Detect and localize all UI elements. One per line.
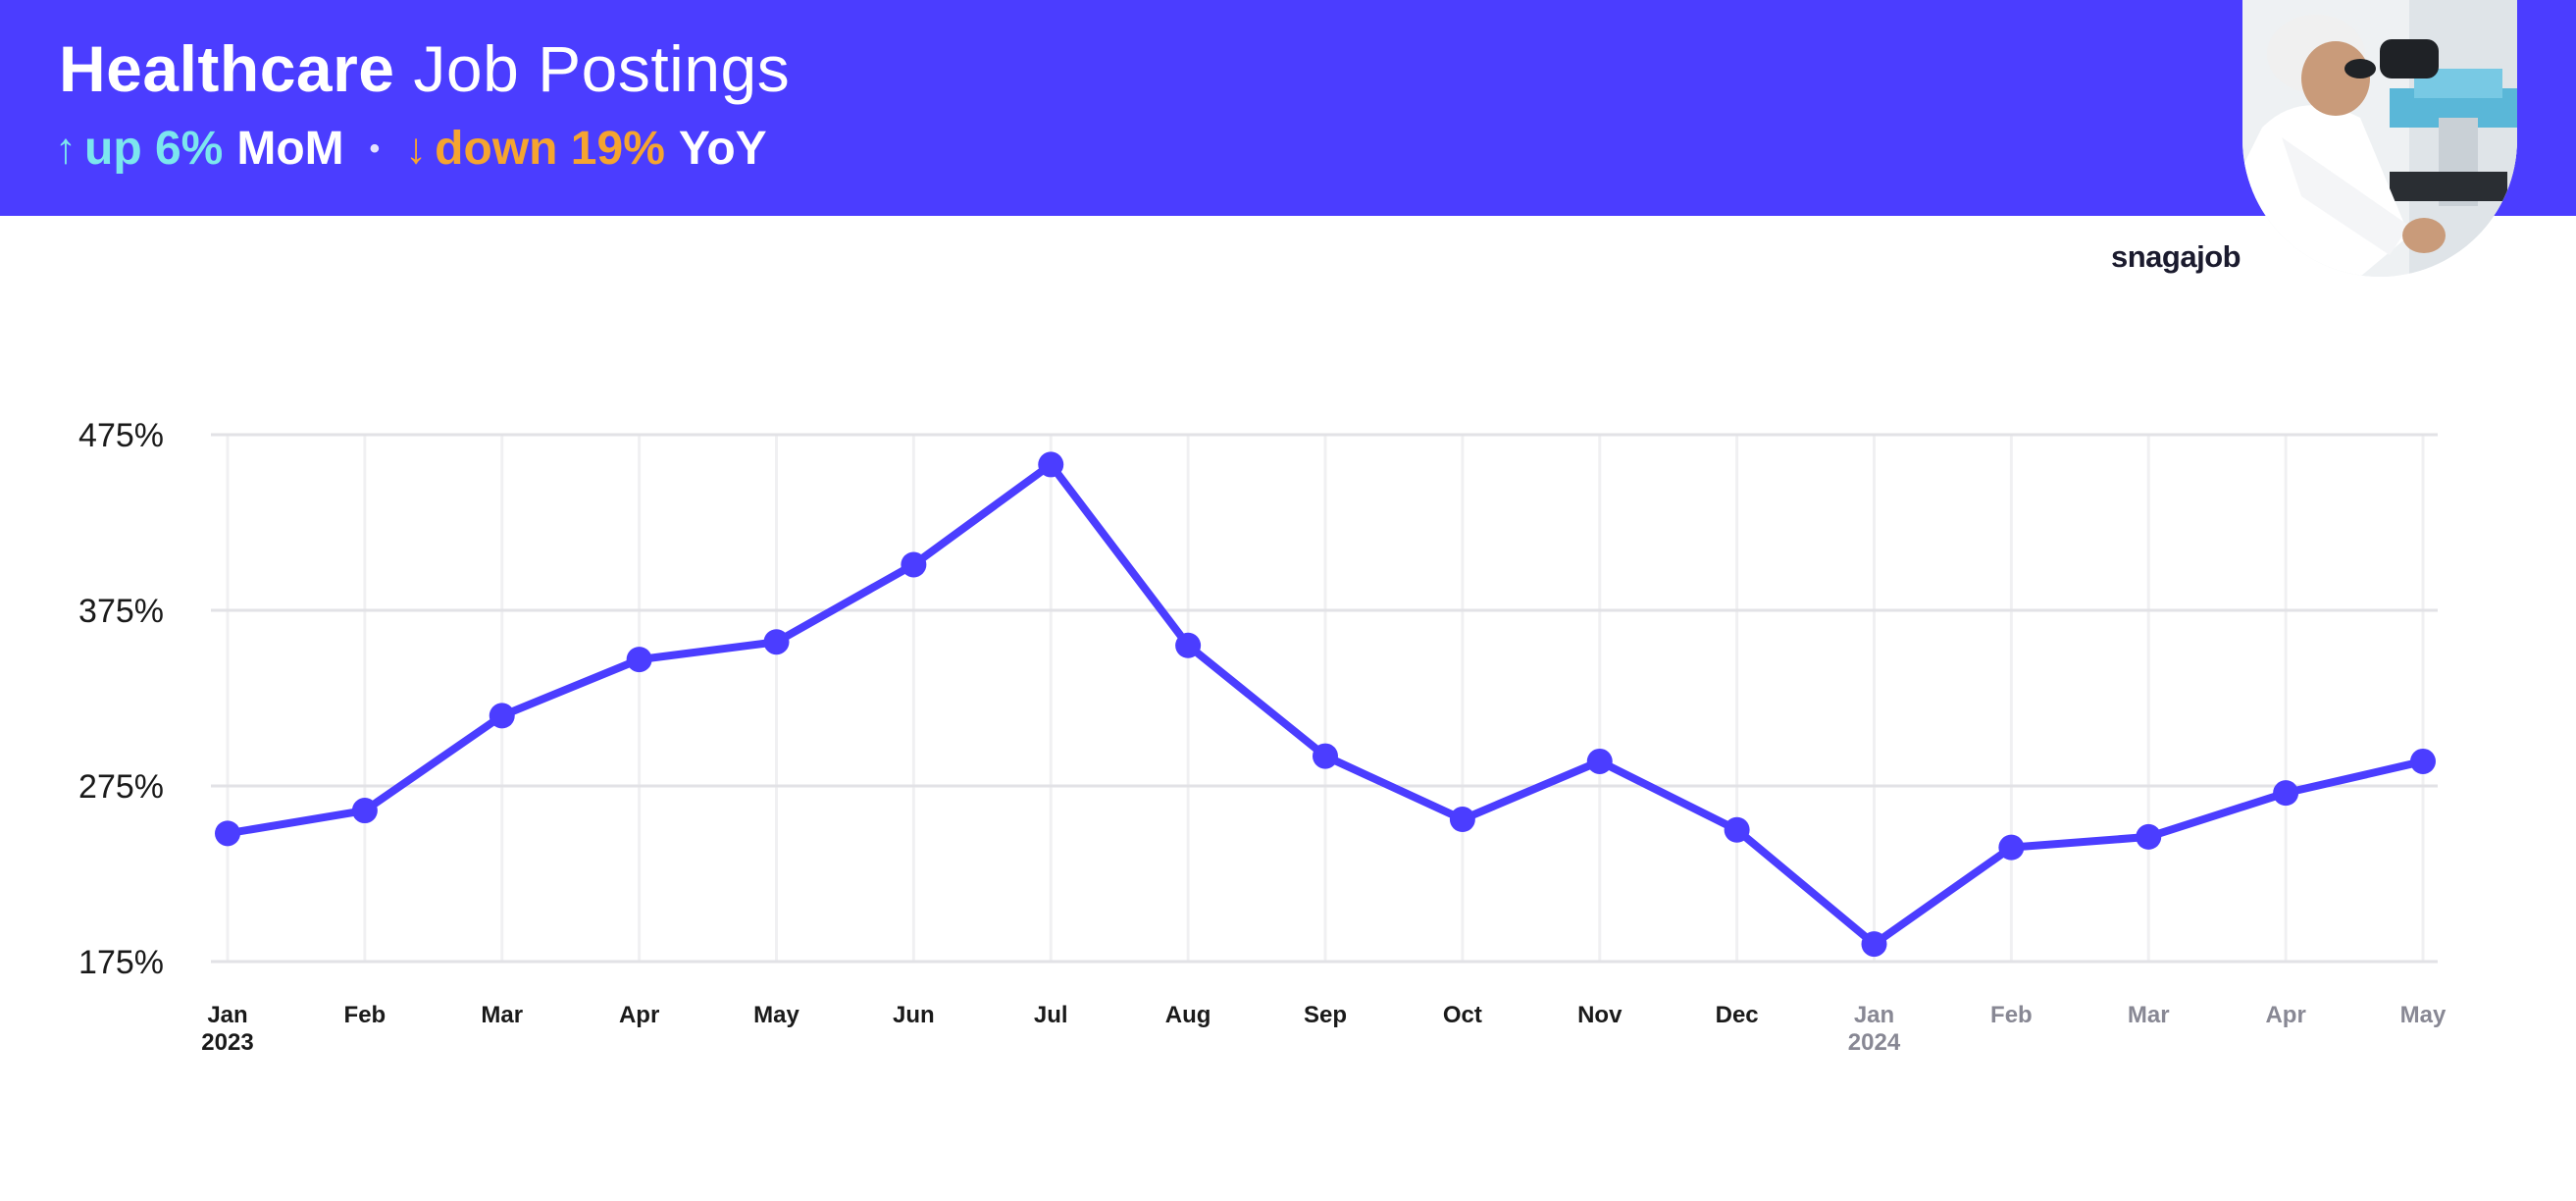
- x-tick-label: Feb: [344, 1002, 386, 1028]
- x-tick-label: Mar: [2128, 1002, 2170, 1028]
- x-tick-year-label: 2023: [201, 1029, 253, 1056]
- data-point: [1038, 451, 1064, 478]
- data-point: [2273, 780, 2299, 807]
- data-point: [2136, 823, 2162, 850]
- yoy-label: YoY: [678, 123, 767, 175]
- x-tick-label: Feb: [1990, 1002, 2033, 1028]
- data-point: [215, 820, 240, 847]
- x-tick-year-label: 2024: [1848, 1029, 1901, 1056]
- x-tick-label: Jul: [1034, 1002, 1068, 1028]
- data-point: [1998, 834, 2025, 861]
- data-point: [901, 551, 927, 578]
- y-tick-label: 375%: [78, 593, 164, 630]
- mom-change: up 6%: [84, 123, 224, 175]
- x-tick-label: Jan: [207, 1002, 247, 1028]
- yoy-change: down 19%: [435, 123, 665, 175]
- title-text: Job Postings: [413, 32, 791, 105]
- x-tick-label: Oct: [1443, 1002, 1482, 1028]
- lab-technician-photo: [2242, 0, 2517, 277]
- y-tick-label: 175%: [78, 944, 164, 981]
- x-tick-label: May: [2400, 1002, 2447, 1028]
- snagajob-logo: snagajob: [2111, 239, 2241, 274]
- x-tick-label: Apr: [2265, 1002, 2305, 1028]
- data-point: [1724, 816, 1750, 843]
- data-point: [351, 798, 378, 824]
- data-point: [1586, 748, 1613, 774]
- data-point: [626, 647, 652, 673]
- data-point: [489, 703, 515, 729]
- data-point: [1449, 807, 1475, 833]
- x-tick-label: Mar: [481, 1002, 523, 1028]
- y-tick-label: 475%: [78, 417, 164, 454]
- mom-label: MoM: [236, 123, 344, 175]
- y-tick-label: 275%: [78, 768, 164, 806]
- data-point: [1175, 632, 1202, 658]
- page-title: Healthcare Job Postings: [59, 31, 790, 106]
- arrow-up-icon: ↑: [55, 124, 77, 173]
- x-tick-label: Apr: [619, 1002, 659, 1028]
- x-tick-label: Jun: [893, 1002, 935, 1028]
- change-summary: ↑ up 6% MoM • ↓ down 19% YoY: [55, 122, 767, 176]
- arrow-down-icon: ↓: [405, 124, 428, 173]
- x-tick-label: Dec: [1716, 1002, 1759, 1028]
- data-point: [1861, 931, 1887, 958]
- data-point: [763, 629, 790, 655]
- x-tick-label: Nov: [1577, 1002, 1623, 1028]
- x-tick-label: Jan: [1854, 1002, 1894, 1028]
- x-tick-label: May: [753, 1002, 799, 1028]
- title-category: Healthcare: [59, 32, 395, 105]
- data-point: [2410, 748, 2436, 774]
- x-tick-label: Aug: [1165, 1002, 1211, 1028]
- separator-dot: •: [369, 131, 381, 165]
- x-tick-label: Sep: [1304, 1002, 1347, 1028]
- header-banner: Healthcare Job Postings ↑ up 6% MoM • ↓ …: [0, 0, 2576, 216]
- data-point: [1313, 743, 1338, 769]
